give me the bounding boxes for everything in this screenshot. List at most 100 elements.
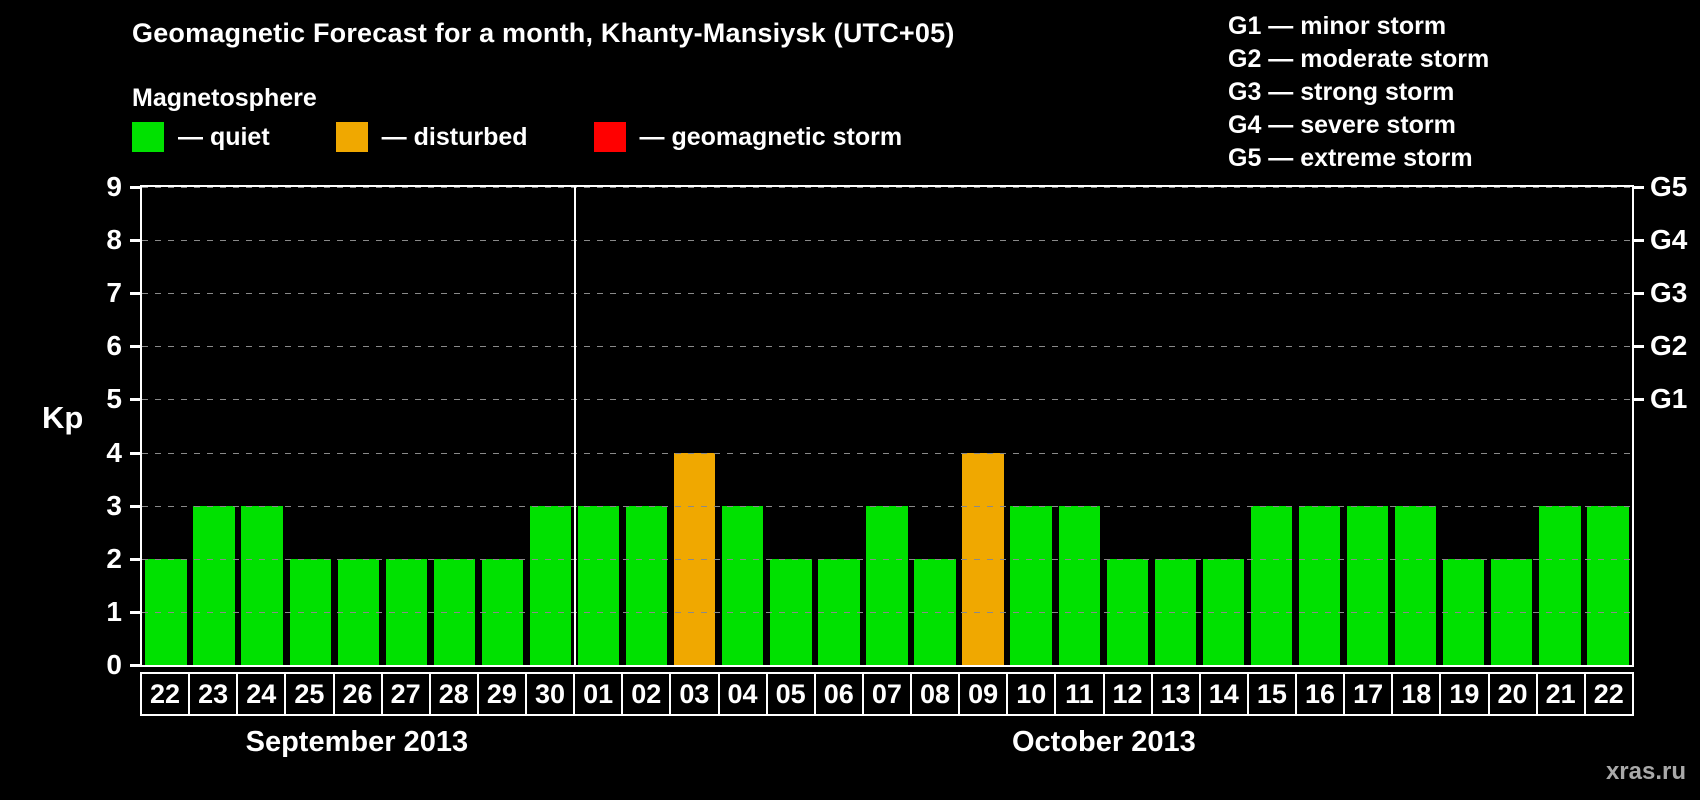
y-tick-label-1: 1 <box>106 595 122 627</box>
g-legend-line-5: G5 — extreme storm <box>1228 144 1473 172</box>
day-label-05: 05 <box>765 672 816 716</box>
day-label-01: 01 <box>573 672 624 716</box>
day-label-02: 02 <box>621 672 672 716</box>
bar-slot <box>1151 187 1199 665</box>
y-tick-mark <box>130 186 140 189</box>
bar-slot <box>1488 187 1536 665</box>
kp-bar-day-21 <box>1539 505 1581 665</box>
kp-bar-day-11 <box>1058 505 1100 665</box>
bar-slot <box>1199 187 1247 665</box>
day-label-27: 27 <box>380 672 431 716</box>
day-label-28: 28 <box>428 672 479 716</box>
day-label-04: 04 <box>717 672 768 716</box>
bar-slot <box>671 187 719 665</box>
legend-item-disturbed: — disturbed <box>335 122 528 152</box>
bar-slot <box>1055 187 1103 665</box>
y-tick-mark <box>130 557 140 561</box>
legend-label-storm: — geomagnetic storm <box>639 122 903 151</box>
day-label-15: 15 <box>1246 672 1297 716</box>
kp-bar-day-18 <box>1394 505 1437 665</box>
day-label-17: 17 <box>1343 672 1394 716</box>
bar-slot <box>430 187 478 665</box>
bar-slot <box>1440 187 1488 665</box>
g-scale-label-g5: G5 <box>1650 171 1688 202</box>
day-label-12: 12 <box>1102 672 1153 716</box>
day-label-06: 06 <box>813 672 864 716</box>
gridline-kp-1 <box>142 611 1632 613</box>
bar-slot <box>1247 187 1295 665</box>
bar-slot <box>334 187 382 665</box>
kp-bar-day-04 <box>722 505 764 665</box>
kp-bar-day-07 <box>866 505 908 665</box>
bar-slot <box>382 187 430 665</box>
g-scale-tick-mark <box>1634 239 1644 243</box>
legend-item-storm: — geomagnetic storm <box>593 122 903 152</box>
y-tick-label-6: 6 <box>106 330 122 362</box>
gridline-kp-5 <box>142 399 1632 401</box>
kp-bar-day-15 <box>1250 505 1293 665</box>
bar-slot <box>286 187 334 665</box>
bar-slot <box>478 187 526 665</box>
bar-slot <box>527 187 575 665</box>
y-tick-label-8: 8 <box>106 224 122 256</box>
y-tick-label-4: 4 <box>106 436 122 468</box>
y-axis-title: Kp <box>42 400 84 435</box>
bar-slot <box>142 187 190 665</box>
legend-label-disturbed: — disturbed <box>381 122 528 151</box>
day-label-09: 09 <box>958 672 1009 716</box>
kp-bar-day-01 <box>577 505 620 665</box>
y-tick-label-5: 5 <box>106 383 122 415</box>
day-label-26: 26 <box>332 672 383 716</box>
day-label-03: 03 <box>669 672 720 716</box>
day-label-10: 10 <box>1006 672 1057 716</box>
day-label-29: 29 <box>476 672 527 716</box>
g-scale-tick-mark <box>1634 345 1644 349</box>
day-label-14: 14 <box>1198 672 1249 716</box>
bar-slot <box>575 187 623 665</box>
day-label-19: 19 <box>1439 672 1490 716</box>
day-label-08: 08 <box>910 672 961 716</box>
legend-label-quiet: — quiet <box>178 122 270 151</box>
kp-bar-day-02 <box>625 505 668 665</box>
page-title: Geomagnetic Forecast for a month, Khanty… <box>132 18 955 48</box>
y-axis-right: G1 G2 G3 G4 G5 <box>1634 172 1700 665</box>
y-tick-label-9: 9 <box>106 171 122 202</box>
y-tick-label-7: 7 <box>106 277 122 309</box>
bars-container <box>142 187 1632 665</box>
gridline-kp-3 <box>142 505 1632 507</box>
kp-bar-day-10 <box>1010 505 1052 665</box>
month-labels: September 2013 October 2013 <box>140 726 1634 768</box>
g-scale-label-g3: G3 <box>1650 277 1688 309</box>
day-label-22: 22 <box>1583 672 1634 716</box>
day-label-13: 13 <box>1150 672 1201 716</box>
g-legend-line-1: G1 — minor storm <box>1228 12 1447 40</box>
y-tick-label-2: 2 <box>106 542 122 574</box>
bar-slot <box>1296 187 1344 665</box>
bar-slot <box>1344 187 1392 665</box>
kp-bar-day-24 <box>241 505 283 665</box>
legend-heading: Magnetosphere <box>132 84 317 112</box>
y-tick-mark <box>130 292 140 296</box>
y-tick-mark <box>130 664 140 667</box>
day-label-16: 16 <box>1295 672 1346 716</box>
y-axis-left: 0 1 2 3 4 5 6 7 8 9 <box>0 172 140 680</box>
y-tick-label-3: 3 <box>106 489 122 521</box>
day-label-20: 20 <box>1487 672 1538 716</box>
bar-slot <box>1103 187 1151 665</box>
watermark: xras.ru <box>1605 758 1686 785</box>
y-tick-mark <box>130 451 140 455</box>
bar-slot <box>719 187 767 665</box>
day-label-07: 07 <box>861 672 912 716</box>
month-label-october: October 2013 <box>1011 726 1196 758</box>
kp-bar-day-22 <box>1587 505 1629 665</box>
storm-color-swatch <box>593 122 626 152</box>
bar-slot <box>767 187 815 665</box>
month-label-september: September 2013 <box>245 726 469 758</box>
bar-slot <box>623 187 671 665</box>
day-label-23: 23 <box>188 672 239 716</box>
day-label-30: 30 <box>525 672 576 716</box>
gridline-kp-9 <box>142 187 1632 188</box>
day-label-21: 21 <box>1535 672 1586 716</box>
bar-slot <box>959 187 1007 665</box>
